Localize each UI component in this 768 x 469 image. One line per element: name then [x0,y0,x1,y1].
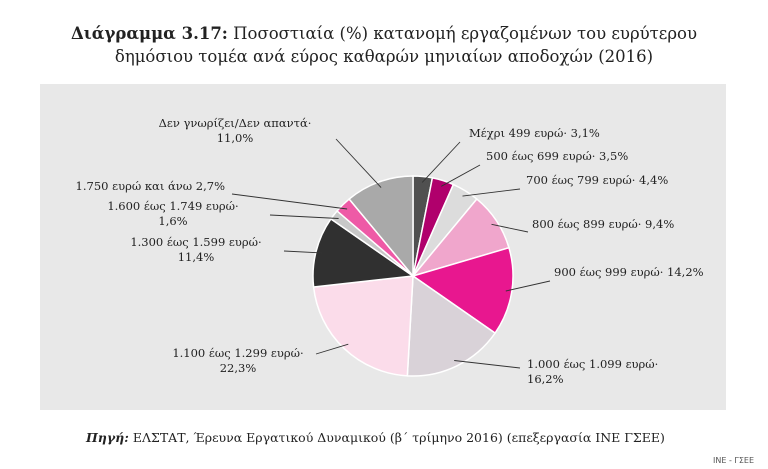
slice-label-name: 1.300 έως 1.599 ευρώ· [130,235,261,249]
slice-label-name: 1.600 έως 1.749 ευρώ· [107,199,238,213]
pie-slice [406,274,497,377]
leader-line [462,188,521,197]
corner-tag: ΙΝΕ - ΓΣΕΕ [713,456,754,465]
leader-line [231,193,348,210]
leader-line [315,343,349,355]
slice-label: 500 έως 699 ευρώ· 3,5% [486,149,628,163]
slice-labels: Μέχρι 499 ευρώ· 3,1% 500 έως 699 ευρώ· 3,… [76,116,704,386]
leader-line [335,138,382,188]
leader-line [491,223,529,233]
slice-label: 1.300 έως 1.599 ευρώ· 11,4% [130,235,261,264]
leader-line [454,360,521,369]
slice-label: 1.750 ευρώ και άνω 2,7% [76,179,226,193]
title-line-1: Διάγραμμα 3.17: Ποσοστιαία (%) κατανομή … [0,22,768,45]
source-note: Πηγή: ΕΛΣΤΑΤ, Έρευνα Εργατικού Δυναμικού… [86,430,665,445]
pie-slice [312,275,414,377]
leader-lines [231,138,551,369]
slice-label-name: 1.000 έως 1.099 ευρώ· [527,357,658,371]
slice-label: Δεν γνωρίζει/Δεν απαντά· 11,0% [159,116,312,145]
slice-label: 1.000 έως 1.099 ευρώ· 16,2% [527,357,658,386]
leader-line [441,164,481,187]
slice-label-value: 11,0% [217,131,254,145]
slice-label-name: Δεν γνωρίζει/Δεν απαντά· [159,116,312,130]
source-text: ΕΛΣΤΑΤ, Έρευνα Εργατικού Δυναμικού (β΄ τ… [132,430,665,445]
slice-label: 1.600 έως 1.749 ευρώ· 1,6% [107,199,238,228]
leader-line [505,280,551,292]
leader-line [269,214,339,219]
slice-label: 800 έως 899 ευρώ· 9,4% [532,217,674,231]
source-label: Πηγή: [86,430,129,445]
slice-label-value: 16,2% [527,372,564,386]
pie-slice [312,217,416,288]
chart-title: Διάγραμμα 3.17: Ποσοστιαία (%) κατανομή … [0,22,768,68]
slice-label: Μέχρι 499 ευρώ· 3,1% [469,126,600,140]
slice-label-value: 1,6% [158,214,187,228]
title-text-2: δημόσιου τομέα ανά εύρος καθαρών μηνιαίω… [114,47,654,66]
slice-label-name: 1.100 έως 1.299 ευρώ· [172,346,303,360]
title-figure-number: Διάγραμμα 3.17: [70,24,228,43]
slice-label-value: 11,4% [178,250,215,264]
pie-slice [348,175,414,279]
pie-slices [312,175,514,377]
slice-label-value: 22,3% [220,361,257,375]
title-text-1: Ποσοστιαία (%) κατανομή εργαζομένων του … [233,24,698,43]
pie-slice [411,246,514,335]
slice-label: 900 έως 999 ευρώ· 14,2% [554,265,704,279]
slice-label: 700 έως 799 ευρώ· 4,4% [526,173,668,187]
slice-label: 1.100 έως 1.299 ευρώ· 22,3% [172,346,303,375]
leader-line [421,141,461,183]
leader-line [283,250,322,254]
